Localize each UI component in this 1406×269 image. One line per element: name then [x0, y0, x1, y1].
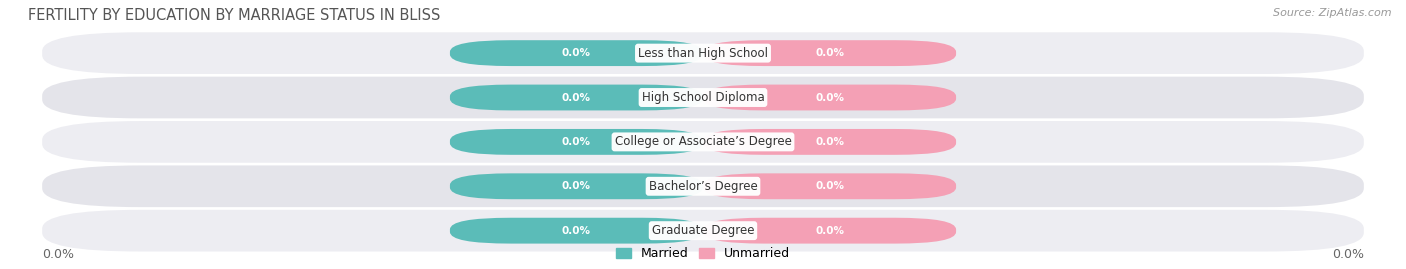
- Text: 0.0%: 0.0%: [562, 226, 591, 236]
- FancyBboxPatch shape: [450, 218, 703, 244]
- FancyBboxPatch shape: [703, 84, 956, 111]
- Text: College or Associate’s Degree: College or Associate’s Degree: [614, 135, 792, 148]
- FancyBboxPatch shape: [450, 173, 703, 199]
- Text: Graduate Degree: Graduate Degree: [652, 224, 754, 237]
- FancyBboxPatch shape: [42, 32, 1364, 74]
- FancyBboxPatch shape: [703, 129, 956, 155]
- FancyBboxPatch shape: [703, 40, 956, 66]
- Text: Source: ZipAtlas.com: Source: ZipAtlas.com: [1274, 8, 1392, 18]
- FancyBboxPatch shape: [703, 218, 956, 244]
- Text: 0.0%: 0.0%: [815, 93, 844, 102]
- Text: 0.0%: 0.0%: [1331, 248, 1364, 261]
- FancyBboxPatch shape: [42, 165, 1364, 207]
- FancyBboxPatch shape: [42, 121, 1364, 163]
- Text: 0.0%: 0.0%: [42, 248, 75, 261]
- Text: 0.0%: 0.0%: [815, 226, 844, 236]
- Text: Less than High School: Less than High School: [638, 47, 768, 60]
- FancyBboxPatch shape: [42, 210, 1364, 252]
- Text: High School Diploma: High School Diploma: [641, 91, 765, 104]
- FancyBboxPatch shape: [703, 173, 956, 199]
- Text: 0.0%: 0.0%: [815, 181, 844, 191]
- Text: FERTILITY BY EDUCATION BY MARRIAGE STATUS IN BLISS: FERTILITY BY EDUCATION BY MARRIAGE STATU…: [28, 8, 440, 23]
- Text: 0.0%: 0.0%: [815, 137, 844, 147]
- Text: 0.0%: 0.0%: [562, 48, 591, 58]
- Legend: Married, Unmarried: Married, Unmarried: [616, 247, 790, 260]
- Text: 0.0%: 0.0%: [815, 48, 844, 58]
- FancyBboxPatch shape: [450, 40, 703, 66]
- FancyBboxPatch shape: [450, 84, 703, 111]
- Text: 0.0%: 0.0%: [562, 93, 591, 102]
- FancyBboxPatch shape: [450, 129, 703, 155]
- Text: Bachelor’s Degree: Bachelor’s Degree: [648, 180, 758, 193]
- Text: 0.0%: 0.0%: [562, 181, 591, 191]
- FancyBboxPatch shape: [42, 77, 1364, 118]
- Text: 0.0%: 0.0%: [562, 137, 591, 147]
